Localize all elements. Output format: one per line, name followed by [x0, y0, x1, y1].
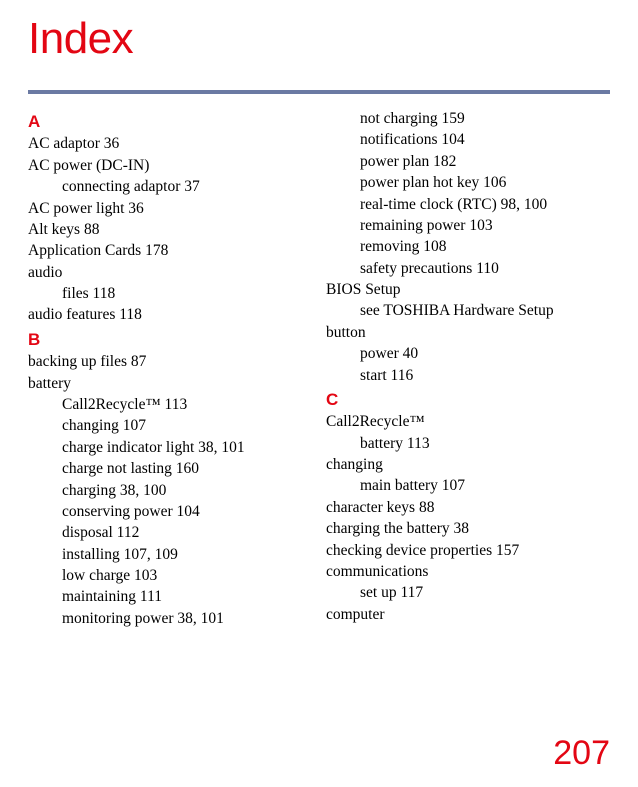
index-subentry: connecting adaptor 37 — [28, 176, 312, 197]
index-entry: checking device properties 157 — [326, 540, 610, 561]
index-subentry: Call2Recycle™ 113 — [28, 394, 312, 415]
index-entry: AC power (DC-IN) — [28, 155, 312, 176]
index-subentry: changing 107 — [28, 415, 312, 436]
index-subentry: battery 113 — [326, 433, 610, 454]
index-subentry: installing 107, 109 — [28, 544, 312, 565]
index-entry: backing up files 87 — [28, 351, 312, 372]
index-entry: computer — [326, 604, 610, 625]
index-entry: character keys 88 — [326, 497, 610, 518]
index-subentry: disposal 112 — [28, 522, 312, 543]
index-columns: AAC adaptor 36AC power (DC-IN)connecting… — [0, 108, 638, 629]
index-entry: AC adaptor 36 — [28, 133, 312, 154]
index-subentry: low charge 103 — [28, 565, 312, 586]
index-entry: Call2Recycle™ — [326, 411, 610, 432]
index-entry: Alt keys 88 — [28, 219, 312, 240]
index-entry: Application Cards 178 — [28, 240, 312, 261]
index-subentry: charge indicator light 38, 101 — [28, 437, 312, 458]
index-column-right: not charging 159notifications 104power p… — [326, 108, 610, 629]
index-subentry: charging 38, 100 — [28, 480, 312, 501]
index-subentry: maintaining 111 — [28, 586, 312, 607]
index-entry: audio features 118 — [28, 304, 312, 325]
index-subentry: conserving power 104 — [28, 501, 312, 522]
index-section-letter: A — [28, 110, 312, 133]
index-subentry: power 40 — [326, 343, 610, 364]
index-subentry: power plan hot key 106 — [326, 172, 610, 193]
index-subentry: real-time clock (RTC) 98, 100 — [326, 194, 610, 215]
index-subentry: main battery 107 — [326, 475, 610, 496]
index-subentry: files 118 — [28, 283, 312, 304]
index-subentry: power plan 182 — [326, 151, 610, 172]
page-title: Index — [0, 0, 638, 64]
index-column-left: AAC adaptor 36AC power (DC-IN)connecting… — [28, 108, 312, 629]
index-entry: AC power light 36 — [28, 198, 312, 219]
index-entry: audio — [28, 262, 312, 283]
index-entry: button — [326, 322, 610, 343]
index-entry: charging the battery 38 — [326, 518, 610, 539]
index-subentry: see TOSHIBA Hardware Setup — [326, 300, 610, 321]
index-subentry: not charging 159 — [326, 108, 610, 129]
index-subentry: safety precautions 110 — [326, 258, 610, 279]
index-subentry: start 116 — [326, 365, 610, 386]
title-divider — [28, 90, 610, 94]
index-section-letter: B — [28, 328, 312, 351]
index-entry: communications — [326, 561, 610, 582]
index-subentry: notifications 104 — [326, 129, 610, 150]
index-subentry: set up 117 — [326, 582, 610, 603]
index-entry: battery — [28, 373, 312, 394]
page-number: 207 — [553, 734, 610, 773]
index-subentry: remaining power 103 — [326, 215, 610, 236]
index-entry: changing — [326, 454, 610, 475]
index-section-letter: C — [326, 388, 610, 411]
index-subentry: monitoring power 38, 101 — [28, 608, 312, 629]
index-subentry: charge not lasting 160 — [28, 458, 312, 479]
index-entry: BIOS Setup — [326, 279, 610, 300]
index-subentry: removing 108 — [326, 236, 610, 257]
